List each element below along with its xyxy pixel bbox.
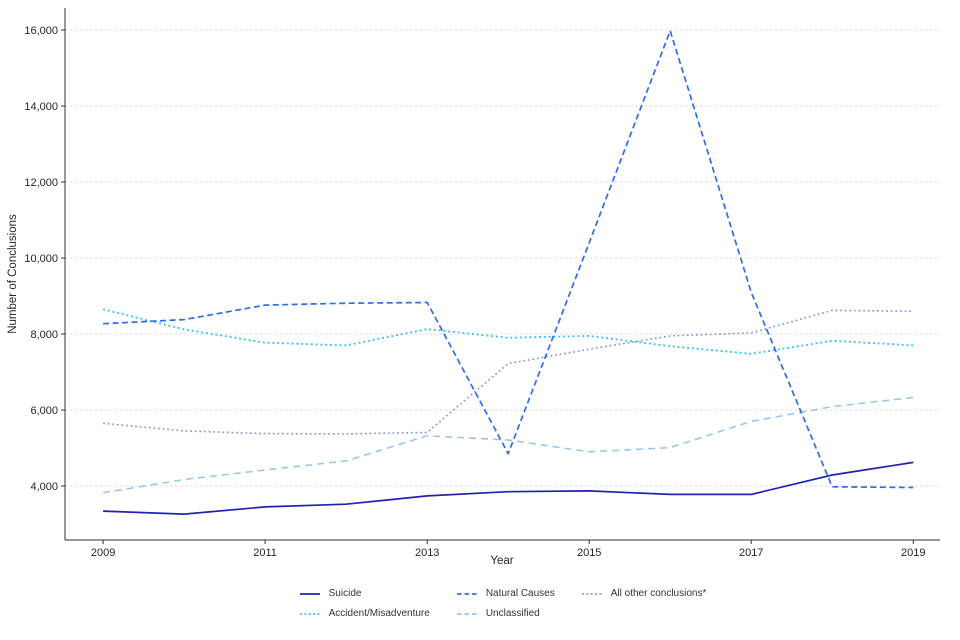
y-tick-label: 16,000 [24, 25, 58, 37]
legend-item-accident-misadventure: Accident/Misadventure [299, 608, 430, 619]
series-line-natural-causes [103, 29, 914, 489]
series-line-suicide [103, 461, 914, 515]
legend-swatch-dotted-line-icon [581, 592, 602, 595]
y-tick-label: 10,000 [24, 253, 58, 265]
x-tick-label: 2011 [253, 547, 277, 559]
legend-item-suicide: Suicide [299, 588, 430, 599]
legend-swatch-dashed-line-icon [456, 612, 477, 615]
series-line-unclassified [102, 396, 914, 494]
legend-label: Accident/Misadventure [328, 608, 430, 619]
x-tick-label: 2009 [91, 547, 115, 559]
legend-label: Unclassified [485, 608, 540, 619]
legend-swatch-dotted-line-icon [299, 612, 320, 615]
legend-grid: Suicide Natural Causes All other conclusio… [299, 588, 707, 619]
y-tick-label: 14,000 [24, 101, 58, 113]
x-axis-title: Year [490, 555, 514, 567]
y-axis-title: Number of Conclusions [7, 214, 19, 334]
y-tick-label: 4,000 [30, 481, 58, 493]
legend-item-unclassified: Unclassified [456, 608, 555, 619]
series-line-all-other-conclusions [103, 309, 914, 435]
legend-item-natural-causes: Natural Causes [456, 588, 555, 599]
series-line-accident-misadventure [102, 308, 914, 355]
y-tick-label: 8,000 [30, 329, 58, 341]
plot-area: 4,000 6,000 8,000 10,000 12,000 14,000 16,000 2… [24, 8, 940, 559]
legend-item-all-other-conclusions: All other conclusions* [581, 588, 707, 599]
legend-label: Suicide [328, 588, 362, 599]
x-tick-label: 2019 [901, 547, 925, 559]
x-tick-label: 2013 [415, 547, 439, 559]
y-tick-label: 12,000 [24, 177, 58, 189]
legend-label: Natural Causes [485, 588, 555, 599]
legend-swatch-solid-line-icon [299, 592, 320, 595]
legend-swatch-dashed-line-icon [456, 592, 477, 595]
legend: Suicide Natural Causes All other conclusio… [65, 588, 940, 619]
x-tick-label: 2015 [577, 547, 601, 559]
x-tick-label: 2017 [739, 547, 763, 559]
y-tick-label: 6,000 [30, 405, 58, 417]
legend-label: All other conclusions* [610, 588, 707, 599]
